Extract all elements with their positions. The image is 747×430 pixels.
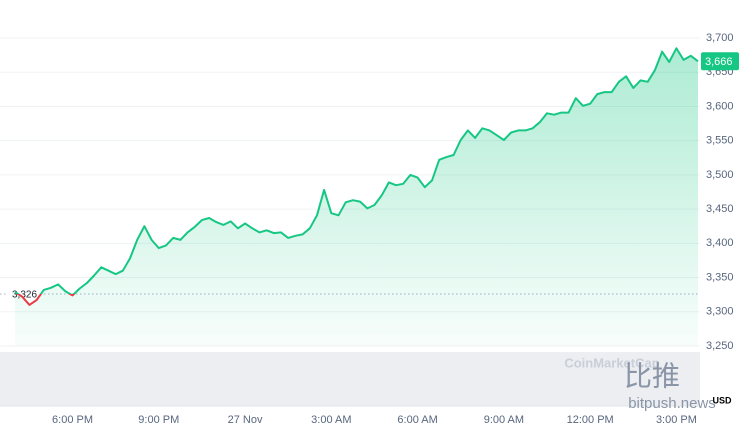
x-tick-label: 27 Nov [228,414,263,426]
x-tick-label: 9:00 AM [484,414,524,426]
y-tick-label: 3,550 [706,135,734,147]
volume-band [0,352,700,406]
x-tick-label: 3:00 PM [656,414,697,426]
price-tag [701,52,739,71]
watermark: 比推 [624,360,680,391]
x-tick-label: 6:00 PM [52,414,93,426]
baseline-label: 3,326 [12,290,37,301]
currency-label: USD [712,395,732,405]
y-tick-label: 3,300 [706,306,734,318]
price-area [15,48,698,347]
y-tick-label: 3,500 [706,169,734,181]
x-tick-label: 6:00 AM [397,414,437,426]
watermark: bitpush.news [628,395,716,412]
y-tick-label: 3,700 [706,32,734,44]
x-tick-label: 12:00 PM [567,414,614,426]
y-tick-label: 3,250 [706,340,734,352]
y-tick-label: 3,450 [706,203,734,215]
x-tick-label: 3:00 AM [311,414,351,426]
y-tick-label: 3,400 [706,237,734,249]
y-tick-label: 3,350 [706,271,734,283]
x-tick-label: 9:00 PM [138,414,179,426]
price-tag-label: 3,666 [705,56,733,68]
watermark: CoinMarketCap [564,355,659,370]
y-tick-label: 3,600 [706,100,734,112]
price-line [14,47,699,306]
